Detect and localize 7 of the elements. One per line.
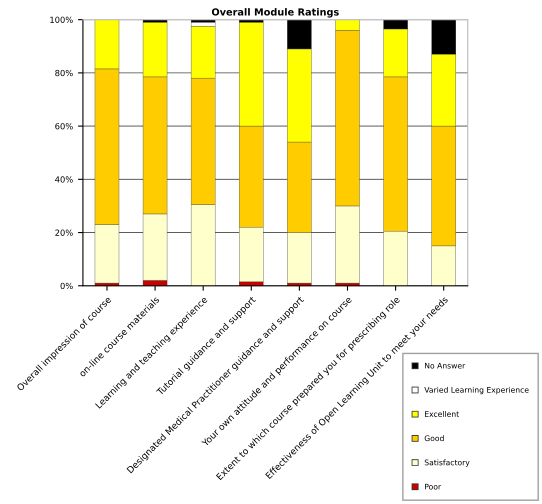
y-tick-label: 0% (60, 282, 73, 290)
y-tick-label: 60% (55, 123, 73, 130)
y-tick-label: 20% (55, 230, 73, 236)
y-tick-label: 80% (55, 70, 73, 76)
y-tick-label: 100% (50, 16, 73, 23)
chart-title: Overall Module Ratings (212, 8, 339, 18)
y-tick-label: 40% (55, 176, 73, 183)
